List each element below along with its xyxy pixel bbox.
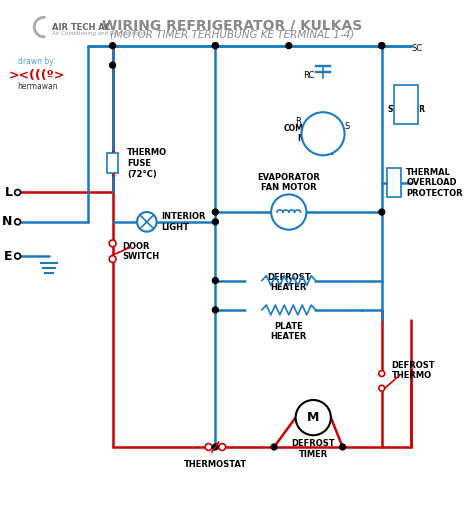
Circle shape bbox=[219, 443, 226, 450]
Text: R: R bbox=[296, 117, 301, 126]
Text: hermawan: hermawan bbox=[17, 82, 57, 91]
Text: INTERIOR
LIGHT: INTERIOR LIGHT bbox=[162, 212, 206, 231]
Circle shape bbox=[212, 43, 219, 48]
Bar bbox=[107, 153, 118, 173]
Text: RC: RC bbox=[303, 71, 315, 80]
Circle shape bbox=[109, 240, 116, 247]
Circle shape bbox=[212, 307, 219, 313]
Text: DEFROST
TIMER: DEFROST TIMER bbox=[292, 439, 335, 458]
Text: L: L bbox=[5, 186, 13, 199]
Circle shape bbox=[109, 63, 116, 68]
Text: PLATE
HEATER: PLATE HEATER bbox=[271, 321, 307, 341]
Circle shape bbox=[296, 400, 331, 435]
Text: S: S bbox=[345, 122, 350, 131]
Circle shape bbox=[379, 43, 385, 48]
Text: THERMOSTAT: THERMOSTAT bbox=[184, 460, 247, 469]
Text: DEFROST
HEATER: DEFROST HEATER bbox=[267, 272, 310, 292]
Circle shape bbox=[212, 219, 219, 225]
Circle shape bbox=[15, 219, 20, 225]
Text: THERMAL
OVERLOAD
PROTECTOR: THERMAL OVERLOAD PROTECTOR bbox=[406, 168, 463, 197]
Text: C: C bbox=[328, 148, 334, 157]
Text: THERMO
FUSE
(72°C): THERMO FUSE (72°C) bbox=[127, 147, 167, 179]
Text: SC: SC bbox=[411, 44, 422, 53]
Circle shape bbox=[286, 43, 292, 48]
FancyBboxPatch shape bbox=[394, 85, 418, 124]
Text: WIRING REFRIGERATOR / KULKAS: WIRING REFRIGERATOR / KULKAS bbox=[102, 18, 362, 32]
Circle shape bbox=[340, 444, 346, 450]
Text: PTC
STARTER: PTC STARTER bbox=[387, 95, 425, 114]
Circle shape bbox=[137, 212, 156, 232]
Circle shape bbox=[109, 256, 116, 263]
Circle shape bbox=[212, 43, 219, 48]
Text: COMPRESSOR
MOTOR: COMPRESSOR MOTOR bbox=[283, 124, 343, 143]
Text: M: M bbox=[307, 411, 319, 424]
Text: (MOTOR TIMER TERHUBUNG KE TERMINAL 1-4): (MOTOR TIMER TERHUBUNG KE TERMINAL 1-4) bbox=[110, 30, 354, 40]
Circle shape bbox=[109, 43, 116, 48]
Text: EVAPORATOR
FAN MOTOR: EVAPORATOR FAN MOTOR bbox=[257, 173, 320, 192]
Circle shape bbox=[212, 278, 219, 283]
Circle shape bbox=[379, 209, 385, 215]
Circle shape bbox=[205, 443, 212, 450]
Circle shape bbox=[15, 253, 20, 259]
Circle shape bbox=[301, 112, 345, 155]
Circle shape bbox=[271, 194, 306, 230]
Text: DOOR
SWITCH: DOOR SWITCH bbox=[122, 242, 159, 261]
Text: Air Conditioning and Refrigeration: Air Conditioning and Refrigeration bbox=[52, 31, 146, 36]
Circle shape bbox=[379, 386, 385, 391]
Circle shape bbox=[271, 444, 277, 450]
Circle shape bbox=[212, 444, 219, 450]
Text: N: N bbox=[2, 215, 13, 228]
Circle shape bbox=[379, 43, 385, 48]
Circle shape bbox=[15, 190, 20, 195]
Text: AIR TECH AC: AIR TECH AC bbox=[52, 23, 111, 32]
FancyBboxPatch shape bbox=[387, 168, 401, 197]
Text: DEFROST
THERMO: DEFROST THERMO bbox=[392, 361, 435, 380]
Text: ><(((º>: ><(((º> bbox=[9, 69, 65, 82]
Text: E: E bbox=[4, 250, 13, 263]
Circle shape bbox=[212, 209, 219, 215]
Circle shape bbox=[379, 370, 385, 377]
Text: drawn by:: drawn by: bbox=[18, 57, 56, 66]
